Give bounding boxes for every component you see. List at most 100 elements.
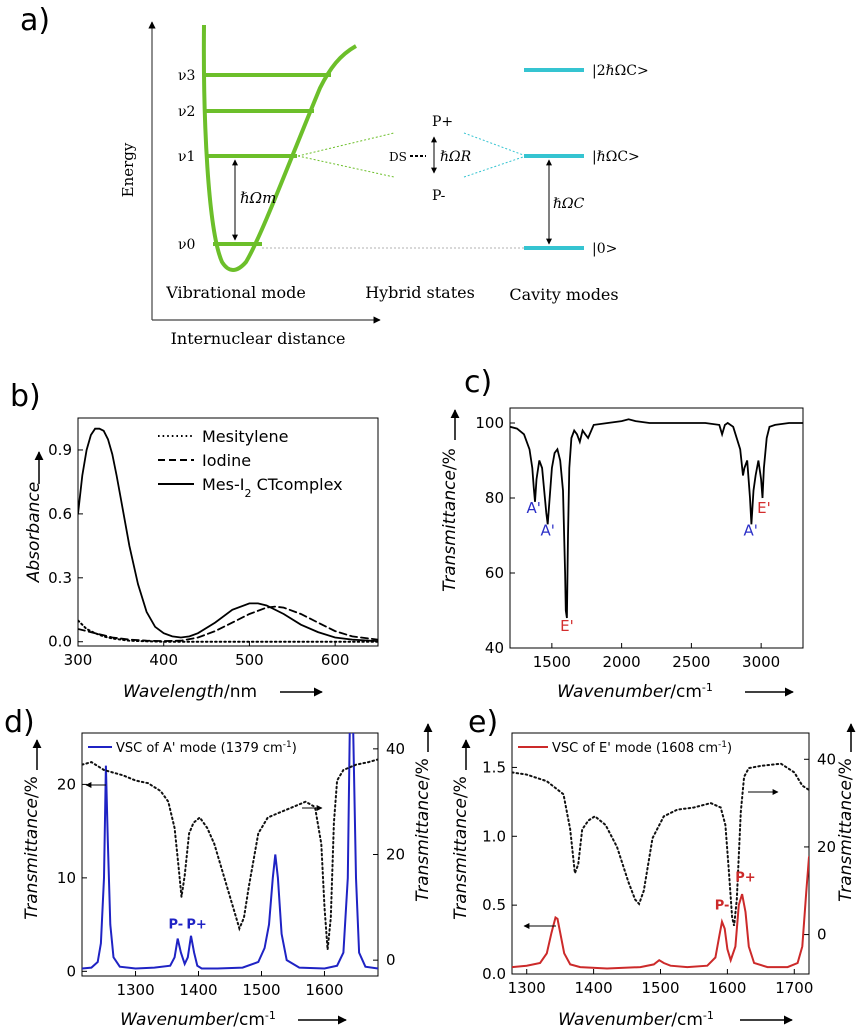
p-plus-label: P+ <box>432 114 453 130</box>
y-right-tick-label: 20 <box>817 838 836 856</box>
y-tick-label: 0.0 <box>482 965 506 983</box>
x-tick-label: 1500 <box>641 979 679 997</box>
plot-frame <box>77 417 379 647</box>
label-v1: ν1 <box>178 149 195 165</box>
peak-annotation: A' <box>527 499 541 517</box>
y-axis-title: Absorbance <box>24 482 44 583</box>
x-tick-label: 1500 <box>242 981 280 999</box>
y-tick-label: 0.3 <box>48 569 72 587</box>
peak-annotation: P+ <box>186 917 206 932</box>
y-tick-label: 100 <box>475 414 504 432</box>
y-right-tick-label: 40 <box>817 750 836 768</box>
label-v0: ν0 <box>178 237 195 253</box>
y-tick-label: 20 <box>57 775 76 793</box>
label-v2: ν2 <box>178 104 195 120</box>
y-tick-label: 60 <box>485 564 504 582</box>
peak-annotation: A' <box>540 522 554 540</box>
x-axis-title: Wavenumber/cm-1 <box>557 681 713 703</box>
series-line-0 <box>512 855 809 970</box>
x-tick-label: 2000 <box>603 653 641 671</box>
legend-label: Mesitylene <box>202 427 288 446</box>
label-v3: ν3 <box>178 68 195 84</box>
x-tick-label: 1300 <box>116 981 154 999</box>
y-tick-label: 1.0 <box>482 827 506 845</box>
y-axis-title: Transmittance/% <box>22 776 42 920</box>
chart-d-vsc-a-mode: 1300 1400 1500 1600 0 10 20 0 20 40 P- P+ Wavenumber… <box>22 723 433 1031</box>
peak-annotation: E' <box>560 617 574 635</box>
y-axis-title: Transmittance/% <box>440 448 460 592</box>
energy-axis-label: Energy <box>119 142 137 197</box>
peak-annotation: P- <box>715 898 730 913</box>
hbar-omega-m-label: ℏΩm <box>240 189 276 207</box>
rabi-label: ℏΩR <box>440 149 472 165</box>
plot-frame <box>511 732 810 975</box>
caption-hybrid-states: Hybrid states <box>365 283 475 302</box>
x-tick-label: 1600 <box>305 981 343 999</box>
series-line-0 <box>82 733 378 970</box>
y-tick-label: 10 <box>57 869 76 887</box>
p-minus-label: P- <box>432 188 446 204</box>
x-tick-label: 300 <box>64 651 93 669</box>
plot-frame <box>509 407 804 649</box>
panel-d-label: d) <box>4 705 35 740</box>
cavity-label-2: |2ℏΩC> <box>592 63 649 79</box>
cavity-label-0: |0> <box>592 241 617 257</box>
x-tick-label: 1400 <box>179 981 217 999</box>
series-line-2 <box>78 427 378 642</box>
y-right-axis-title: Transmittance/% <box>413 758 433 902</box>
y-tick-label: 80 <box>485 489 504 507</box>
series-line-1 <box>78 605 378 643</box>
x-tick-label: 3000 <box>742 653 780 671</box>
y-tick-label: 0.0 <box>48 633 72 651</box>
y-right-tick-label: 0 <box>386 951 396 969</box>
series-line-0 <box>510 418 803 619</box>
x-tick-label: 400 <box>149 651 178 669</box>
distance-axis-label: Internuclear distance <box>171 329 346 348</box>
legend-label: Mes-I2 CTcomplex <box>202 475 343 500</box>
peak-annotation: P+ <box>735 871 755 886</box>
x-axis-title: Wavenumber/cm-1 <box>558 1009 714 1031</box>
caption-cavity-modes: Cavity modes <box>509 285 618 304</box>
panel-a-label: a) <box>20 3 50 38</box>
cavity-label-1: |ℏΩC> <box>592 149 640 165</box>
x-tick-label: 1400 <box>575 979 613 997</box>
potential-well-curve <box>201 24 358 272</box>
y-right-axis-title: Transmittance/% <box>836 758 856 902</box>
panel-a-energy-diagram: a) Energy Internuclear distance ν3 ν2 ν1… <box>20 3 649 348</box>
chart-e-vsc-e-mode: 1300 1400 1500 1600 1700 0.0 0.5 1.0 1.5 0 20 40 P- P… <box>451 723 856 1031</box>
x-tick-label: 500 <box>235 651 264 669</box>
dark-states-label: DS <box>389 150 407 164</box>
panel-c-label: c) <box>464 365 492 400</box>
y-axis-title: Transmittance/% <box>451 776 471 920</box>
y-right-tick-label: 20 <box>386 846 405 864</box>
connector-v1-pplus <box>297 132 395 157</box>
y-tick-label: 0 <box>66 962 76 980</box>
panel-b-label: b) <box>10 379 41 414</box>
chart-c-ir-transmittance: 1500 2000 2500 3000406080100A'A'E'A'E'Waven… <box>440 407 804 703</box>
panel-e-label: e) <box>468 705 498 740</box>
x-tick-label: 1600 <box>708 979 746 997</box>
series-line-1 <box>512 762 809 927</box>
x-tick-label: 600 <box>321 651 350 669</box>
legend-label: Iodine <box>202 451 251 470</box>
peak-annotation: P- <box>168 917 183 932</box>
x-axis-title: Wavelength/nm <box>123 682 257 702</box>
connector-pplus-cavity <box>463 132 527 157</box>
legend-label: VSC of A' mode (1379 cm-1) <box>116 740 297 756</box>
y-tick-label: 40 <box>485 639 504 657</box>
y-right-tick-label: 40 <box>386 740 405 758</box>
legend-label: VSC of E' mode (1608 cm-1) <box>552 740 732 756</box>
x-axis-title: Wavenumber/cm-1 <box>120 1009 276 1031</box>
peak-annotation: A' <box>743 522 757 540</box>
x-tick-label: 1700 <box>775 979 813 997</box>
x-tick-label: 2500 <box>672 653 710 671</box>
connector-pminus-cavity <box>463 155 527 178</box>
cavity-spacing-label: ℏΩC <box>553 196 585 212</box>
y-tick-label: 0.5 <box>482 896 506 914</box>
y-tick-label: 0.9 <box>48 441 72 459</box>
y-right-tick-label: 0 <box>817 926 827 944</box>
x-tick-label: 1500 <box>533 653 571 671</box>
y-tick-label: 0.6 <box>48 505 72 523</box>
peak-annotation: E' <box>757 499 771 517</box>
